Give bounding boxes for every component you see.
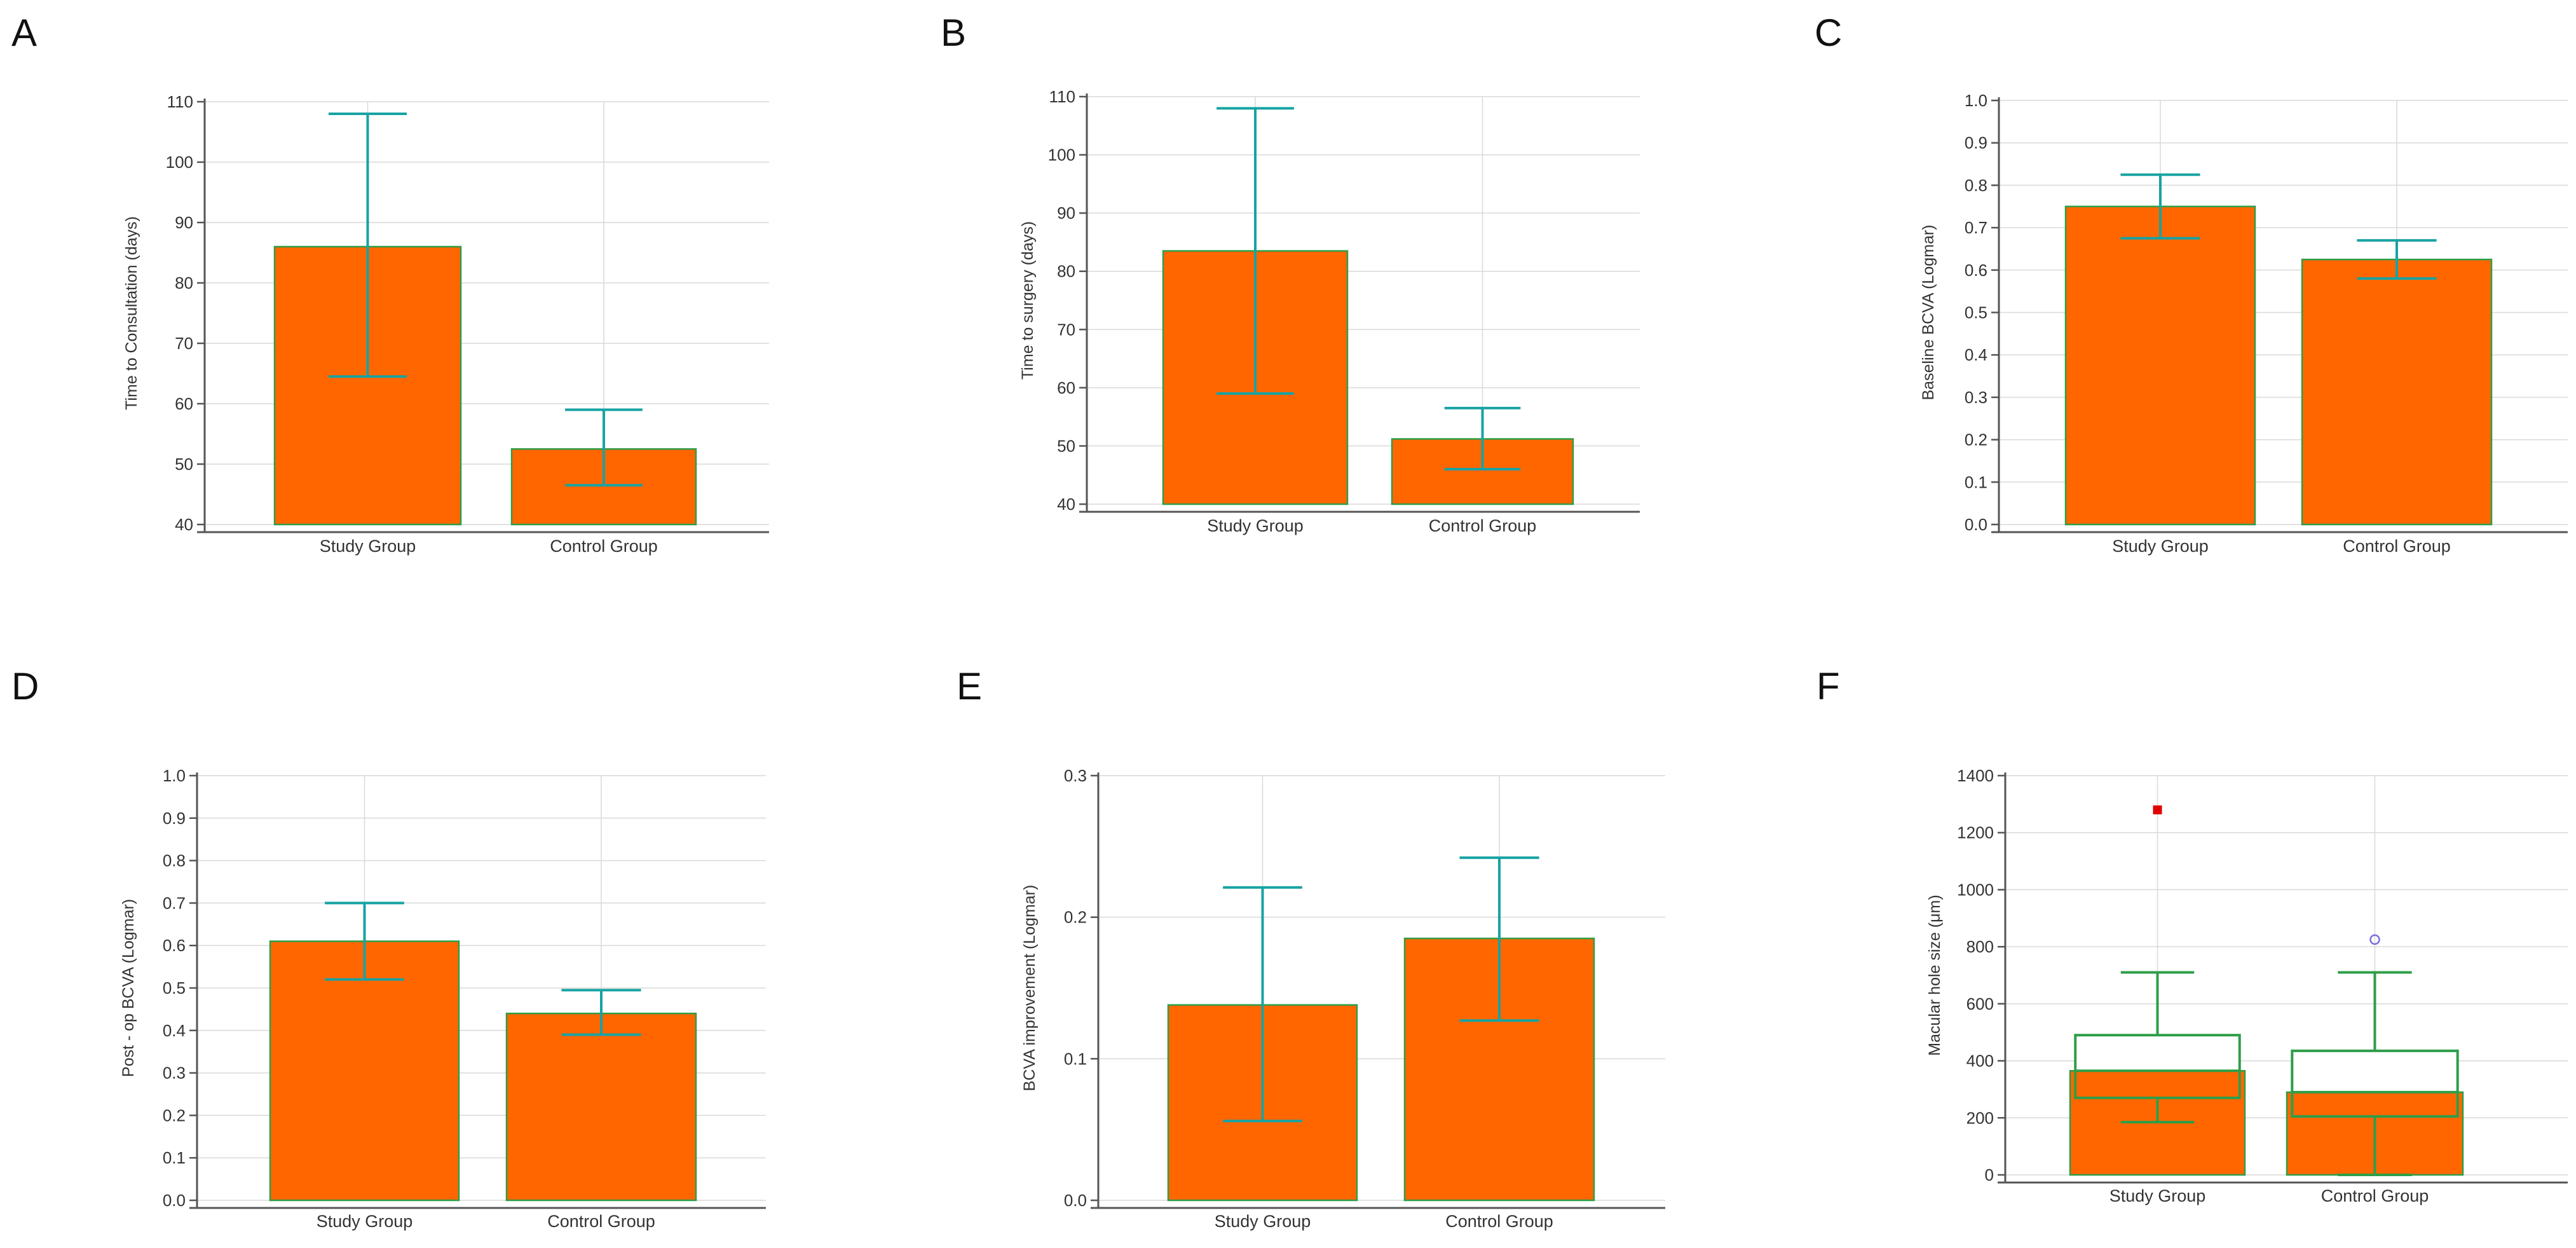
y-tick-label: 0.6 bbox=[1965, 261, 1987, 280]
y-tick-label: 600 bbox=[1966, 994, 1994, 1013]
bar-study-group bbox=[269, 940, 460, 1202]
y-tick-label: 200 bbox=[1966, 1108, 1994, 1127]
panel-b: B 40 50 60 70 80 90 100 110 Time to surgery (days… bbox=[941, 11, 1640, 535]
y-tick-label: 80 bbox=[1057, 262, 1075, 281]
panel-letter-c: C bbox=[1815, 11, 1842, 54]
y-tick-label: 40 bbox=[1057, 495, 1075, 514]
y-tick-label: 0.9 bbox=[163, 809, 186, 828]
y-tick-label: 100 bbox=[1048, 146, 1075, 165]
box-fill bbox=[2292, 1050, 2458, 1092]
y-tick-label: 40 bbox=[175, 515, 193, 534]
x-category-label: Control Group bbox=[2343, 537, 2451, 556]
y-tick-label: 60 bbox=[1057, 378, 1075, 397]
y-tick-label: 0.5 bbox=[1965, 303, 1987, 322]
y-tick-label: 0 bbox=[1985, 1165, 1994, 1184]
bar-control-group bbox=[505, 1012, 697, 1202]
y-tick-label: 0.3 bbox=[1965, 388, 1987, 407]
bar-control-group bbox=[2301, 258, 2493, 526]
y-tick-label: 0.6 bbox=[163, 936, 186, 955]
y-axis-label: Macular hole size (μm) bbox=[1926, 895, 1944, 1055]
x-category-label: Study Group bbox=[2112, 537, 2209, 556]
y-tick-label: 0.1 bbox=[1965, 472, 1987, 491]
outlier-far-marker bbox=[2153, 805, 2162, 814]
y-tick-label: 400 bbox=[1966, 1052, 1994, 1071]
y-tick-label: 1400 bbox=[1957, 766, 1994, 785]
y-tick-label: 0.0 bbox=[163, 1191, 186, 1210]
y-tick-label: 110 bbox=[167, 92, 193, 111]
x-category-label: Study Group bbox=[320, 537, 416, 556]
y-tick-label: 80 bbox=[175, 273, 193, 292]
x-category-label: Control Group bbox=[1445, 1212, 1553, 1231]
y-tick-label: 1.0 bbox=[163, 766, 186, 785]
y-tick-label: 0.9 bbox=[1965, 134, 1987, 153]
y-tick-label: 90 bbox=[1057, 203, 1075, 223]
x-category-label: Control Group bbox=[1429, 516, 1537, 535]
panel-c: C 0.0 0.1 0.2 0.3 0.4 0.5 0.6 0.7 0.8 0.9 1.0 Baseli… bbox=[1815, 11, 2568, 556]
panel-letter-f: F bbox=[1816, 665, 1840, 708]
panel-d: D 0.0 0.1 0.2 0.3 0.4 0.5 0.6 0.7 0.8 0.9 1.0 Post -… bbox=[11, 665, 766, 1231]
y-tick-label: 60 bbox=[175, 394, 193, 413]
y-tick-label: 0.2 bbox=[1064, 908, 1087, 927]
box-fill bbox=[2075, 1035, 2240, 1071]
y-tick-label: 0.3 bbox=[163, 1064, 186, 1083]
y-tick-label: 90 bbox=[175, 213, 193, 232]
panel-e: E 0.0 0.1 0.2 0.3 BCVA improvement (Logmar) St… bbox=[957, 665, 1665, 1231]
x-category-label: Study Group bbox=[1207, 516, 1304, 535]
y-tick-label: 0.1 bbox=[1064, 1049, 1087, 1068]
y-tick-label: 0.8 bbox=[163, 851, 186, 870]
panel-letter-d: D bbox=[11, 665, 39, 708]
y-tick-label: 70 bbox=[175, 334, 193, 353]
y-axis-label: Time to Consultation (days) bbox=[123, 216, 140, 410]
y-tick-label: 0.0 bbox=[1965, 515, 1987, 534]
y-tick-label: 0.8 bbox=[1965, 175, 1987, 195]
x-category-label: Study Group bbox=[1215, 1212, 1311, 1231]
y-tick-label: 0.5 bbox=[163, 978, 186, 998]
panel-letter-e: E bbox=[957, 665, 982, 708]
x-category-label: Study Group bbox=[317, 1212, 413, 1231]
y-tick-label: 50 bbox=[175, 455, 193, 474]
x-category-label: Control Group bbox=[2321, 1186, 2429, 1205]
box bbox=[2074, 1034, 2241, 1099]
y-tick-label: 0.2 bbox=[1965, 430, 1987, 449]
panel-a: A 40 50 60 70 80 90 100 110 Time to Consultation … bbox=[11, 11, 769, 556]
y-tick-label: 0.7 bbox=[163, 893, 186, 912]
y-tick-label: 0.2 bbox=[163, 1106, 186, 1125]
outlier-marker bbox=[2369, 934, 2380, 945]
y-tick-label: 800 bbox=[1966, 937, 1994, 956]
y-tick-label: 1.0 bbox=[1965, 91, 1987, 110]
y-tick-label: 0.3 bbox=[1064, 766, 1087, 785]
y-tick-label: 0.4 bbox=[1965, 345, 1987, 364]
y-tick-label: 0.1 bbox=[163, 1148, 186, 1167]
x-category-label: Control Group bbox=[547, 1212, 655, 1231]
y-tick-label: 70 bbox=[1057, 320, 1075, 339]
y-tick-label: 110 bbox=[1049, 87, 1075, 106]
panel-letter-a: A bbox=[11, 11, 37, 54]
y-axis-label: Baseline BCVA (Logmar) bbox=[1919, 224, 1937, 400]
box bbox=[2291, 1049, 2459, 1118]
y-tick-label: 0.7 bbox=[1965, 218, 1987, 237]
y-tick-label: 100 bbox=[166, 153, 193, 172]
y-tick-label: 0.4 bbox=[163, 1021, 186, 1040]
y-tick-label: 1000 bbox=[1957, 880, 1994, 899]
y-tick-label: 1200 bbox=[1957, 823, 1994, 842]
x-category-label: Control Group bbox=[550, 537, 658, 556]
bar-study-group bbox=[2064, 205, 2256, 526]
y-tick-label: 50 bbox=[1057, 436, 1075, 455]
y-axis-label: Post - op BCVA (Logmar) bbox=[119, 899, 137, 1077]
y-axis-label: Time to surgery (days) bbox=[1019, 221, 1037, 380]
panel-letter-b: B bbox=[941, 11, 966, 54]
panel-f: F 0 200 400 600 800 1000 1200 1400 Macular hole s… bbox=[1816, 665, 2568, 1205]
x-category-label: Study Group bbox=[2109, 1186, 2206, 1205]
y-axis-label: BCVA improvement (Logmar) bbox=[1021, 885, 1039, 1092]
y-tick-label: 0.0 bbox=[1064, 1191, 1087, 1210]
